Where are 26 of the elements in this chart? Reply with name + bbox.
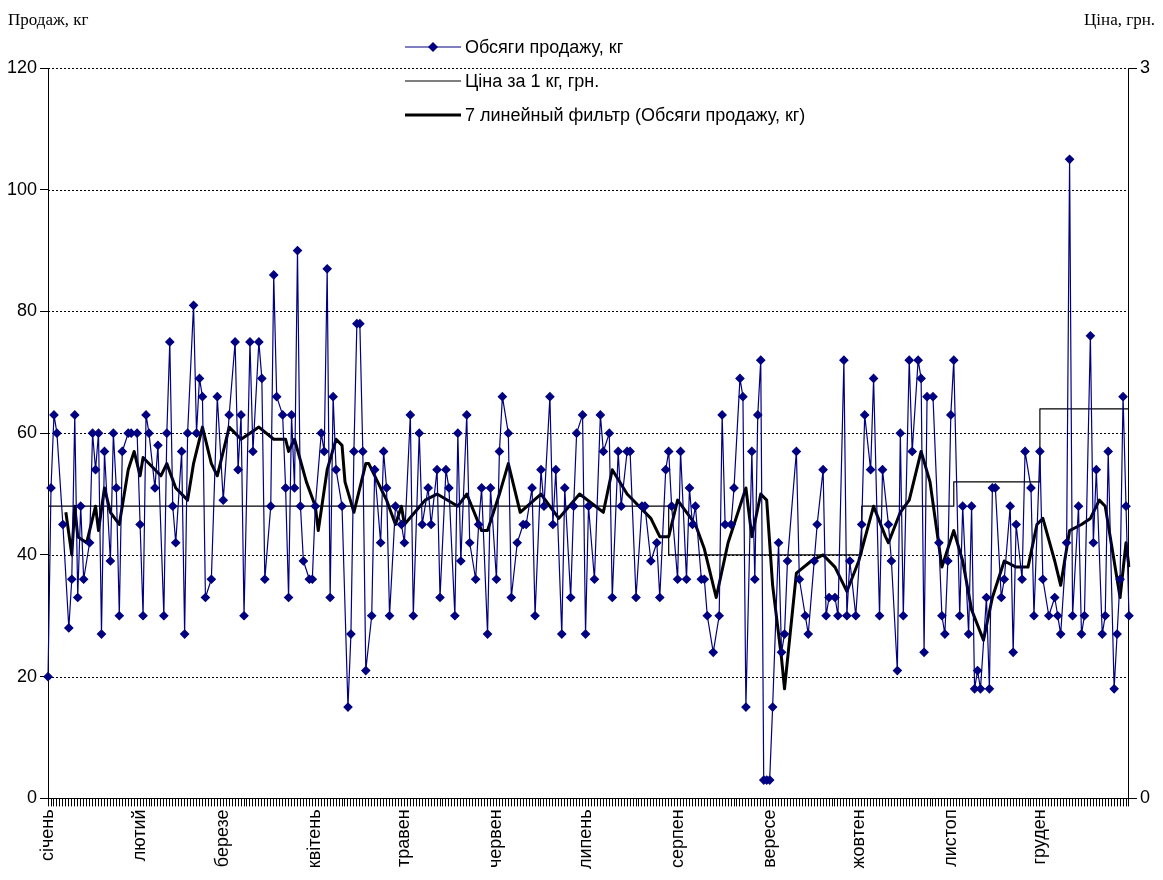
legend-label: Обсяги продажу, кг	[465, 36, 624, 58]
x-tick-label: травен	[393, 809, 414, 867]
y2-tick-label: 3	[1139, 56, 1150, 77]
x-tick-label: вересе	[758, 809, 779, 868]
x-tick-label: червен	[485, 809, 506, 869]
y2-axis-title: Ціна, грн.	[1084, 10, 1155, 30]
y-tick-label: 120	[6, 56, 38, 77]
x-tick-label: груден	[1028, 809, 1049, 865]
x-tick-label: січень	[37, 809, 57, 862]
legend-label: 7 линейный фильтр (Обсяги продажу, кг)	[465, 104, 806, 126]
y-tick-label: 60	[17, 422, 38, 443]
y-tick-label: 100	[6, 178, 38, 199]
y-tick-label: 20	[17, 665, 38, 686]
x-tick-label: квітень	[304, 809, 325, 869]
y2-tick-label: 0	[1139, 787, 1150, 808]
y-tick-label: 40	[17, 543, 38, 564]
y-axis-title: Продаж, кг	[8, 10, 89, 30]
x-tick-label: жовтен	[847, 809, 868, 869]
x-tick-label: лютий	[129, 809, 150, 862]
x-tick-label: липень	[574, 809, 595, 870]
x-tick-label: серпен	[666, 809, 687, 869]
x-tick-label: березе	[212, 809, 233, 868]
y-tick-label: 80	[17, 300, 38, 321]
legend-label: Ціна за 1 кг, грн.	[465, 70, 600, 92]
x-tick-label: листоп	[939, 809, 960, 867]
y-tick-label: 0	[27, 787, 38, 808]
